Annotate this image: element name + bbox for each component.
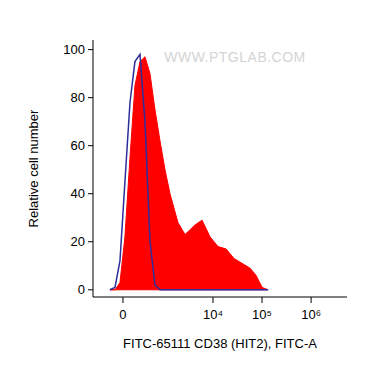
chart: WWW.PTGLAB.COM 0 20 40 60 80 100 0 10⁴ 10⁵ 10⁶ FITC… xyxy=(0,0,370,365)
y-tick-label: 60 xyxy=(71,138,85,153)
watermark: WWW.PTGLAB.COM xyxy=(164,49,306,65)
y-tick xyxy=(88,289,93,290)
y-tick xyxy=(88,49,93,50)
x-axis-label: FITC-65111 CD38 (HIT2), FITC-A xyxy=(123,336,317,351)
x-tick xyxy=(212,297,213,303)
y-tick-label: 20 xyxy=(71,234,85,249)
y-tick-label: 0 xyxy=(78,282,85,297)
plot-area xyxy=(110,54,268,289)
y-axis-label: Relative cell number xyxy=(26,109,41,227)
x-tick-label: 10⁵ xyxy=(252,307,272,322)
histogram-area xyxy=(110,57,268,290)
y-tick xyxy=(88,145,93,146)
y-axis-line xyxy=(93,40,94,297)
y-tick xyxy=(88,193,93,194)
x-tick-label: 10⁴ xyxy=(203,307,223,322)
y-tick-label: 80 xyxy=(71,90,85,105)
y-tick-label: 40 xyxy=(71,186,85,201)
x-tick-label: 0 xyxy=(119,307,126,322)
x-tick xyxy=(122,297,123,303)
y-tick xyxy=(88,97,93,98)
x-tick xyxy=(262,297,263,303)
y-tick-label: 100 xyxy=(63,42,85,57)
y-tick xyxy=(88,241,93,242)
x-tick xyxy=(311,297,312,303)
x-tick-label: 10⁶ xyxy=(301,307,321,322)
histogram-line xyxy=(110,54,268,289)
x-axis-line xyxy=(93,297,347,298)
